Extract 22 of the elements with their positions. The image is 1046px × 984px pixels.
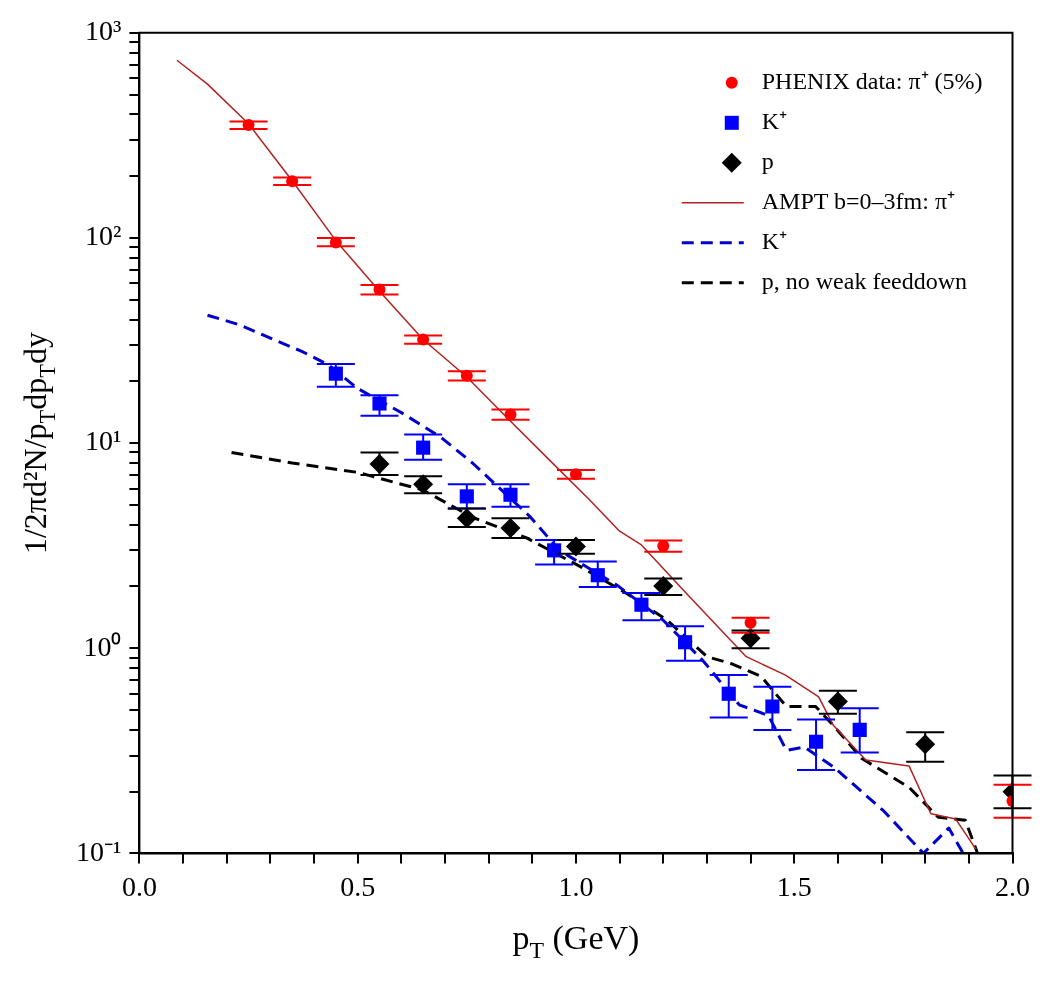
- legend-label: AMPT b=0–3fm: π⁺: [761, 188, 955, 215]
- legend-label: p, no weak feeddown: [761, 268, 968, 295]
- legend-label: K⁺: [761, 228, 788, 255]
- point: [634, 597, 649, 612]
- point: [503, 487, 518, 502]
- x-tick-label: 2.0: [995, 870, 1030, 902]
- y-tick-label: 10¹: [84, 425, 122, 457]
- legend-label: PHENIX data: π⁺ (5%): [761, 68, 983, 95]
- x-tick-label: 0.0: [121, 870, 157, 902]
- line-series: [206, 313, 965, 854]
- y-tick-label: 10⁻¹: [75, 835, 122, 867]
- y-tick-label: 10³: [84, 15, 122, 47]
- y-tick-label: 10⁰: [83, 630, 122, 662]
- legend-label: K⁺: [761, 108, 788, 135]
- legend-label: p: [761, 148, 774, 175]
- point: [765, 699, 780, 714]
- x-tick-label: 0.5: [340, 870, 376, 902]
- y-axis-title: 1/2πd²N/pTdpTdy: [17, 332, 61, 555]
- y-tick-label: 10²: [84, 220, 122, 252]
- point: [372, 396, 387, 411]
- x-tick-label: 1.5: [776, 870, 812, 902]
- x-tick-label: 1.0: [558, 870, 594, 902]
